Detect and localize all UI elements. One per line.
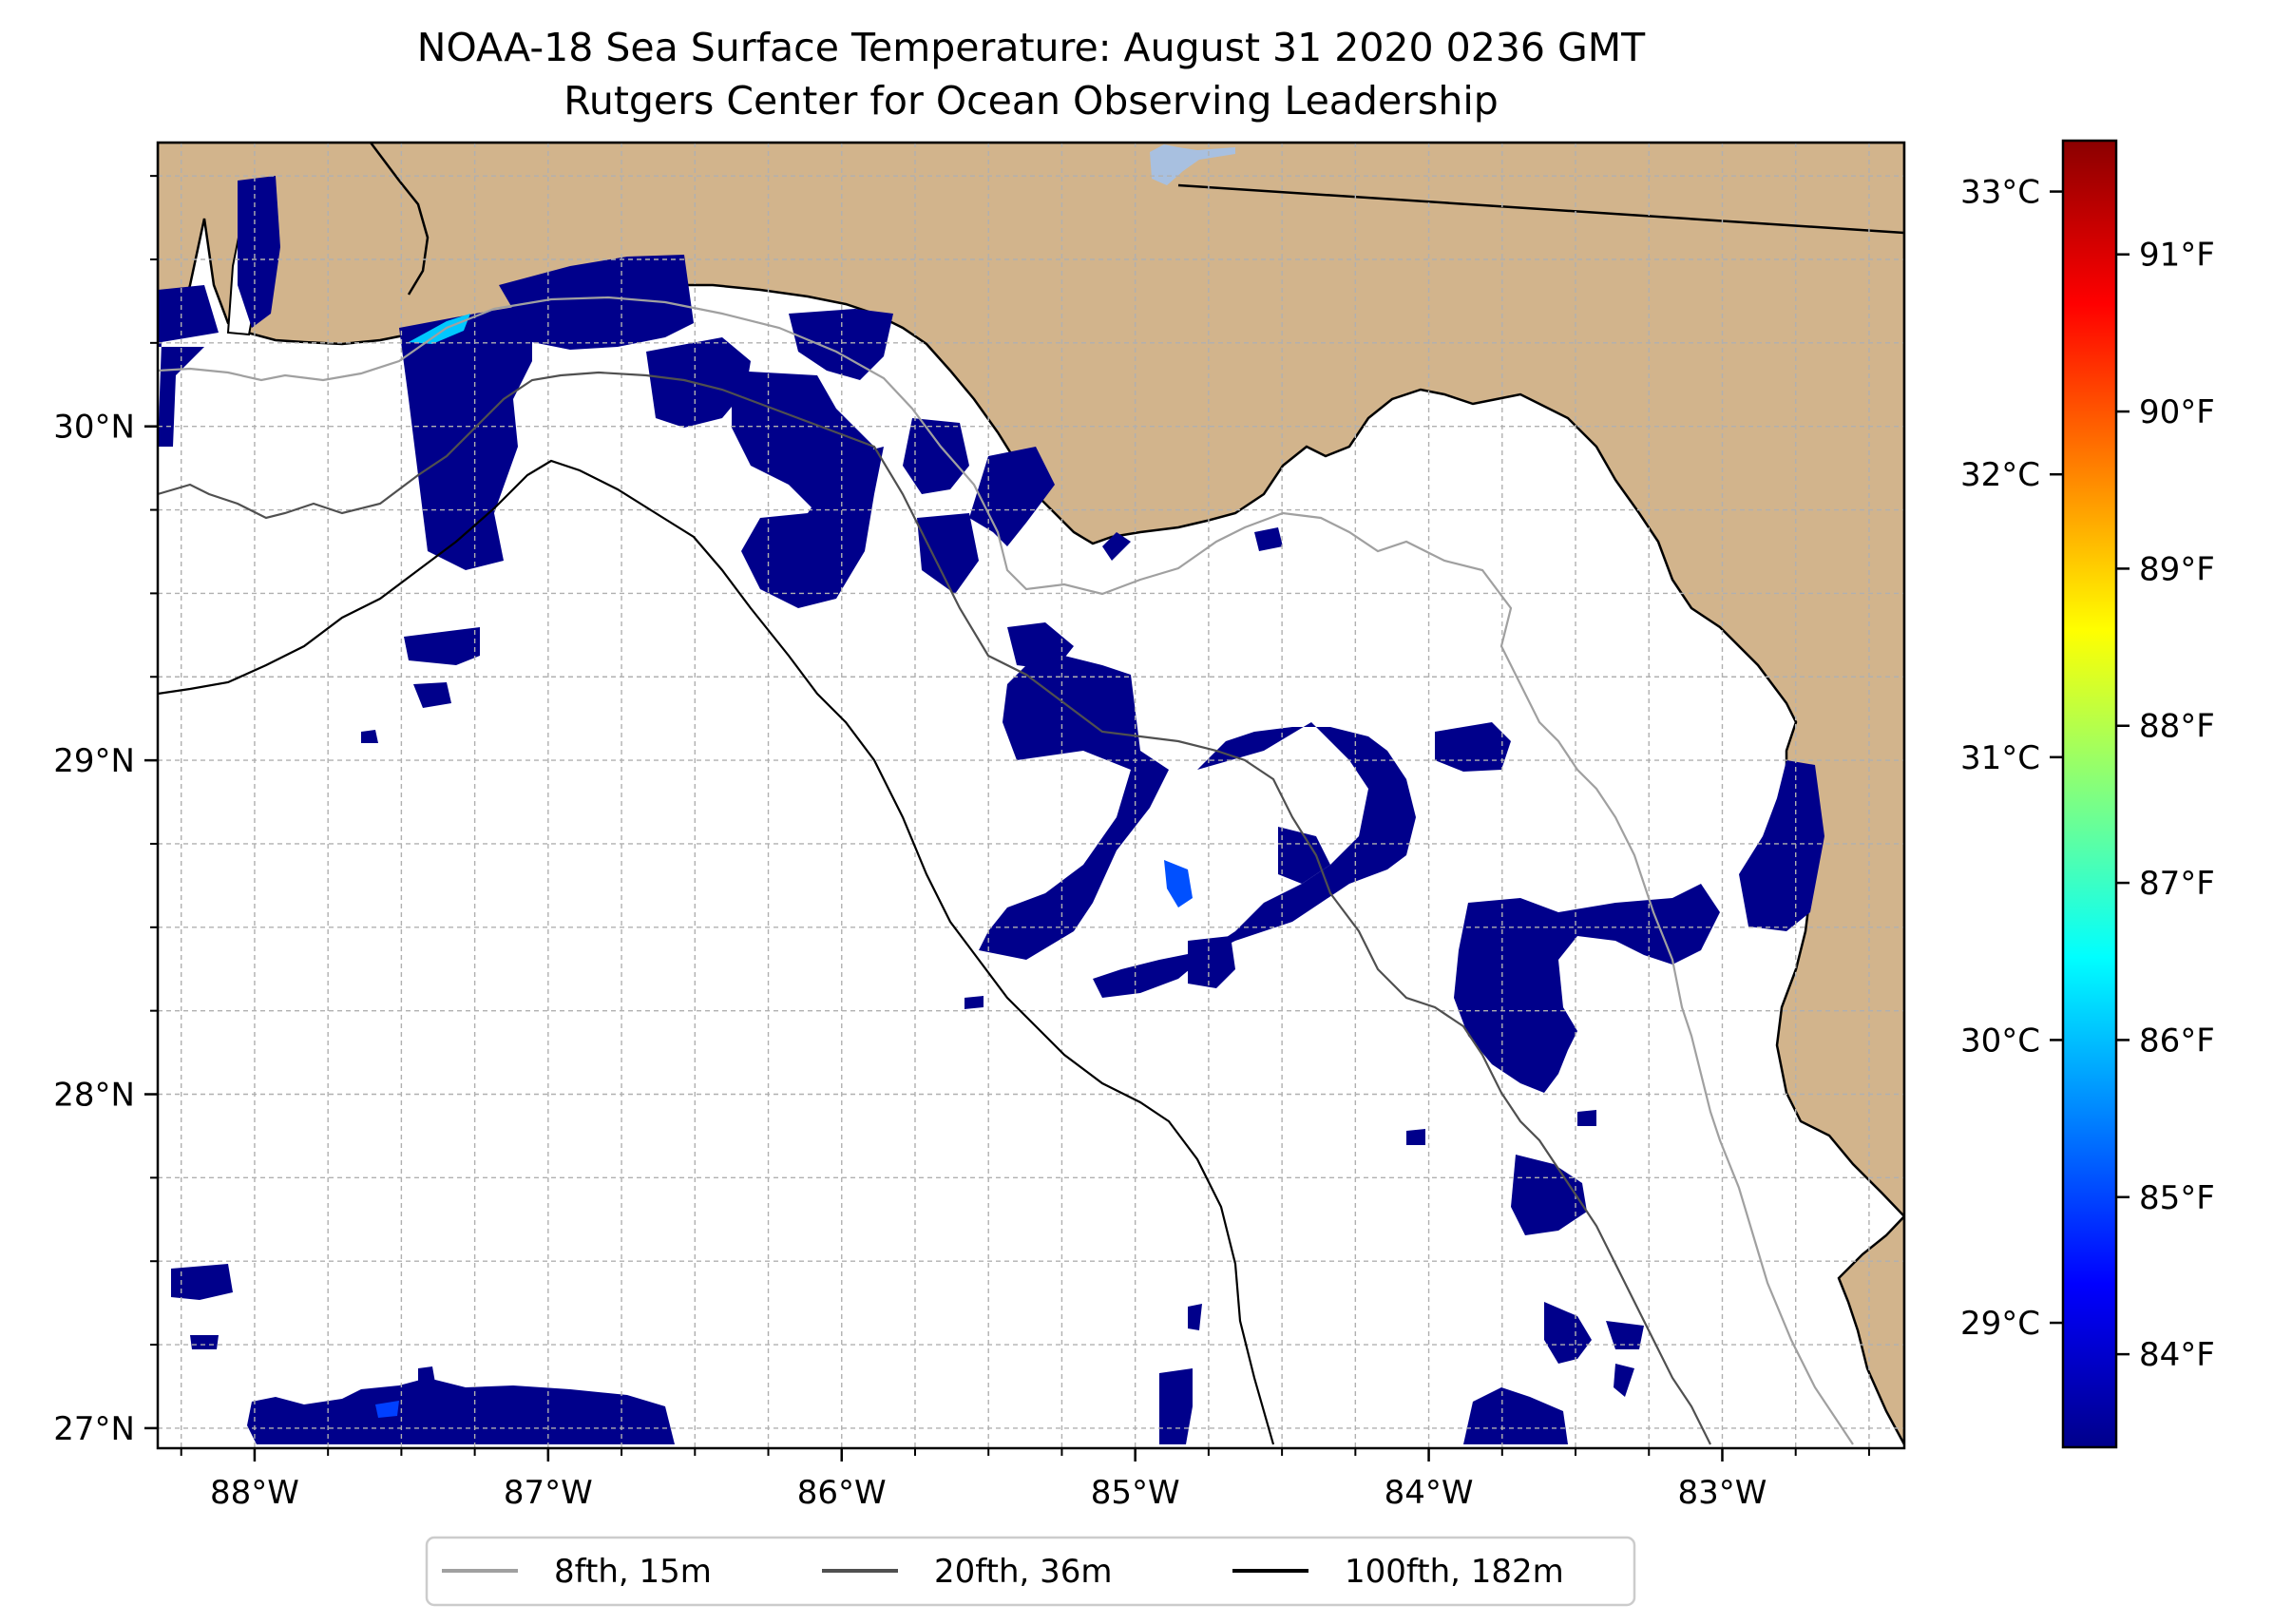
lat-tick-label: 30°N (53, 409, 135, 447)
sst-warm-spot-2 (1164, 860, 1193, 908)
legend-label-1: 20fth, 36m (934, 1553, 1113, 1591)
latitude-axis: 30°N 29°N 28°N 27°N (53, 409, 158, 1448)
fahrenheit-tick-label: 87°F (2139, 865, 2215, 903)
state-border (1177, 183, 1904, 235)
fahrenheit-tick-label: 84°F (2139, 1336, 2215, 1374)
fahrenheit-tick-label: 85°F (2139, 1179, 2215, 1217)
colorbar-celsius-ticks: 29°C 30°C 31°C 32°C 33°C (1960, 174, 2063, 1343)
lat-tick-label: 27°N (53, 1410, 135, 1448)
legend-label-2: 100fth, 182m (1345, 1553, 1564, 1591)
fahrenheit-tick-label: 91°F (2139, 237, 2215, 275)
legend-frame (425, 1536, 1636, 1607)
fahrenheit-tick-label: 89°F (2139, 550, 2215, 588)
legend-label-0: 8fth, 15m (554, 1553, 712, 1591)
temperature-colorbar[interactable]: 29°C 30°C 31°C 32°C 33°C 84°F 85°F 86°F 87°F 88°… (1960, 139, 2215, 1449)
map-title: NOAA-18 Sea Surface Temperature: August … (417, 25, 1646, 70)
longitude-axis: 88°W 87°W 86°W 85°W 84°W 83°W (210, 1448, 1767, 1512)
celsius-tick-label: 32°C (1960, 456, 2040, 494)
fahrenheit-tick-label: 86°F (2139, 1022, 2215, 1060)
lon-tick-label: 86°W (797, 1474, 887, 1512)
lon-tick-label: 84°W (1385, 1474, 1474, 1512)
celsius-tick-label: 33°C (1960, 174, 2040, 212)
map-frame (156, 141, 1906, 1450)
sst-warm-spot (409, 314, 470, 344)
lat-tick-label: 29°N (53, 742, 135, 780)
contour-legend: 8fth, 15m 20fth, 36m 100fth, 182m (425, 1536, 1636, 1607)
state-border-al-fl (370, 143, 430, 296)
fahrenheit-tick-label: 90°F (2139, 393, 2215, 431)
map-panel[interactable]: 88°W 87°W 86°W 85°W 84°W 83°W 30°N 29°N 28°N 27°… (53, 141, 1906, 1512)
colorbar-bar (2061, 139, 2118, 1449)
lon-tick-label: 87°W (504, 1474, 593, 1512)
map-gridlines (158, 143, 1904, 1448)
colorbar-fahrenheit-ticks: 84°F 85°F 86°F 87°F 88°F 89°F 90°F 91°F (2116, 237, 2215, 1374)
lat-tick-label: 28°N (53, 1077, 135, 1115)
minor-ticks (150, 175, 1870, 1456)
lon-tick-label: 85°W (1091, 1474, 1180, 1512)
celsius-tick-label: 29°C (1960, 1305, 2040, 1343)
celsius-tick-label: 31°C (1960, 739, 2040, 777)
lon-tick-label: 83°W (1678, 1474, 1767, 1512)
fahrenheit-tick-label: 88°F (2139, 708, 2215, 746)
sst-warm-spot-3 (375, 1401, 399, 1418)
celsius-tick-label: 30°C (1960, 1022, 2040, 1060)
lake (1150, 144, 1235, 185)
contour-8fth-15m (158, 296, 1854, 1445)
contour-100fth-182m (158, 459, 1275, 1445)
map-subtitle: Rutgers Center for Ocean Observing Leade… (563, 78, 1499, 124)
lon-tick-label: 88°W (210, 1474, 299, 1512)
contour-20fth-36m (158, 371, 1711, 1445)
